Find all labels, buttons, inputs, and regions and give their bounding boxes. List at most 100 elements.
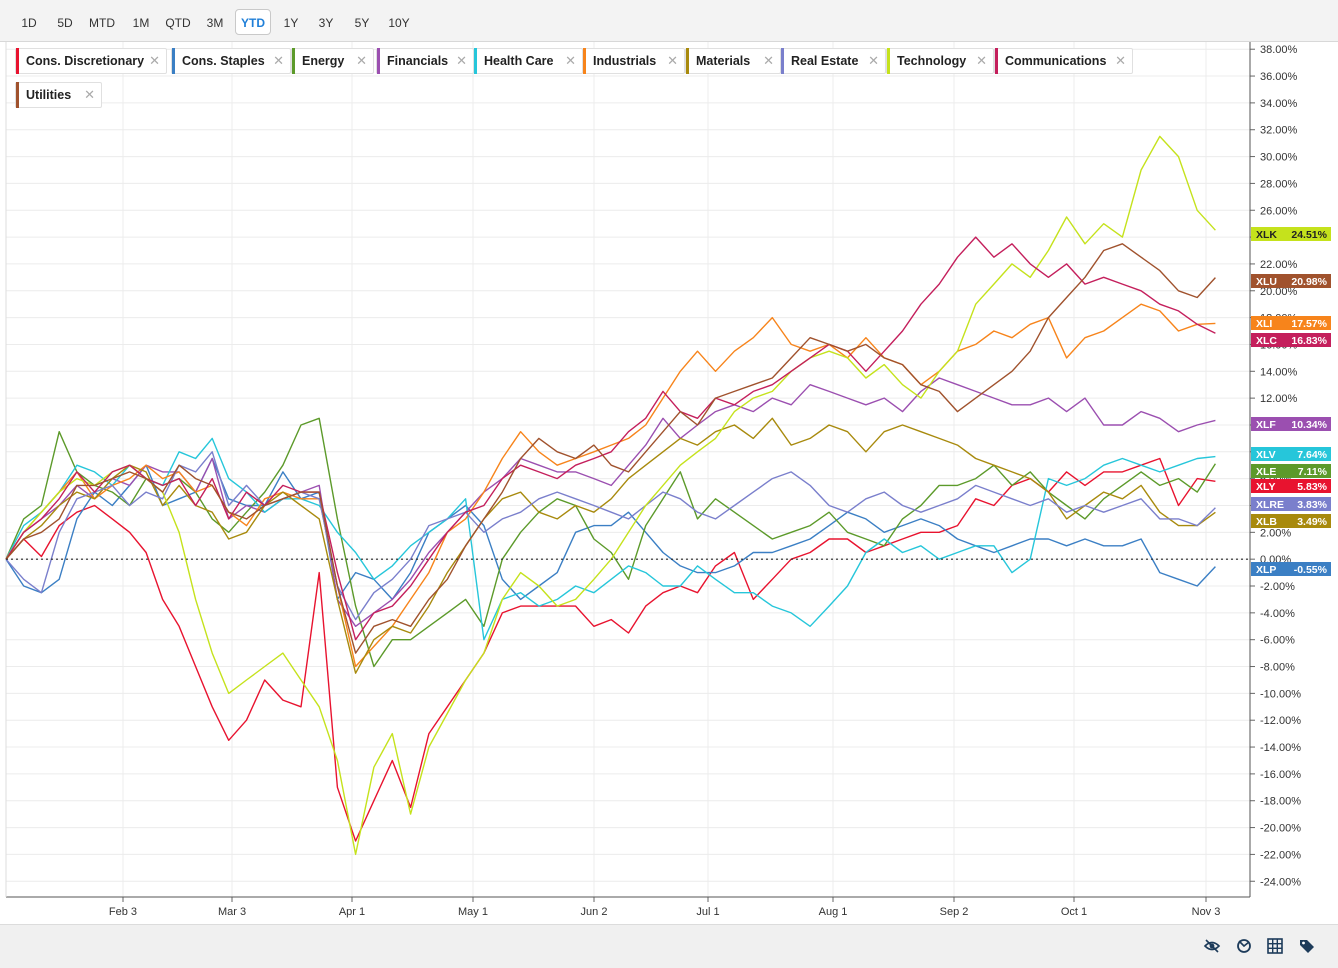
grid-toggle-icon[interactable]: [1266, 937, 1284, 955]
value-badge-xly: [1251, 479, 1331, 493]
y-tick-label: -4.00%: [1260, 608, 1295, 620]
y-tick-label: -6.00%: [1260, 635, 1295, 647]
range-toolbar: 1D 5D MTD 1M QTD 3M YTD 1Y 3Y 5Y 10Y: [0, 0, 1338, 42]
value-badge-value: 10.34%: [1291, 419, 1327, 431]
series-line-xly[interactable]: [5, 457, 1216, 842]
y-tick-label: -2.00%: [1260, 581, 1295, 593]
y-tick-label: 20.00%: [1260, 286, 1298, 298]
range-1y-button[interactable]: 1Y: [283, 16, 299, 30]
series-line-xlf[interactable]: [5, 377, 1216, 627]
value-badge-xlb: [1251, 514, 1331, 528]
legend-label: Financials: [387, 54, 449, 68]
range-qtd-button[interactable]: QTD: [165, 16, 191, 30]
y-tick-label: 12.00%: [1260, 393, 1298, 405]
legend-swatch: [887, 48, 890, 74]
x-tick-label: Jun 2: [581, 906, 608, 918]
value-badge-ticker: XLF: [1256, 419, 1276, 431]
x-tick-label: Sep 2: [940, 906, 969, 918]
value-badge-value: 16.83%: [1291, 335, 1327, 347]
value-badge-xlu: [1251, 274, 1331, 288]
y-tick-label: 34.00%: [1260, 98, 1298, 110]
series-line-xli[interactable]: [5, 303, 1216, 668]
remove-series-icon[interactable]: ✕: [456, 53, 467, 68]
legend-chip-communications[interactable]: Communications ✕: [994, 48, 1133, 74]
remove-series-icon[interactable]: ✕: [84, 87, 95, 102]
legend-chip-cons-discretionary[interactable]: Cons. Discretionary ✕: [15, 48, 167, 74]
legend-label: Materials: [696, 54, 751, 68]
range-ytd-button[interactable]: YTD: [235, 9, 271, 35]
value-badge-ticker: XLU: [1256, 276, 1277, 288]
value-badge-xli: [1251, 316, 1331, 330]
remove-series-icon[interactable]: ✕: [763, 53, 774, 68]
remove-series-icon[interactable]: ✕: [149, 53, 160, 68]
value-badge-xlv: [1251, 447, 1331, 461]
range-5y-button[interactable]: 5Y: [354, 16, 370, 30]
series-line-xlk[interactable]: [5, 135, 1216, 856]
range-5d-button[interactable]: 5D: [57, 16, 73, 30]
legend-chip-industrials[interactable]: Industrials ✕: [582, 48, 685, 74]
labels-toggle-icon[interactable]: [1298, 937, 1316, 955]
range-10y-button[interactable]: 10Y: [388, 16, 410, 30]
remove-series-icon[interactable]: ✕: [667, 53, 678, 68]
remove-series-icon[interactable]: ✕: [1115, 53, 1126, 68]
y-tick-label: -12.00%: [1260, 715, 1301, 727]
legend-chip-real-estate[interactable]: Real Estate ✕: [780, 48, 886, 74]
value-badge-xlf: [1251, 417, 1331, 431]
range-3m-button[interactable]: 3M: [206, 16, 224, 30]
reset-zoom-icon[interactable]: [1235, 937, 1253, 955]
legend-label: Technology: [897, 54, 967, 68]
remove-series-icon[interactable]: ✕: [868, 53, 879, 68]
sector-performance-chart[interactable]: 38.00% 36.00% 34.00% 32.00% 30.00% 28.00% 26.0…: [0, 42, 1338, 924]
legend-swatch: [474, 48, 477, 74]
y-tick-label: 2.00%: [1260, 527, 1291, 539]
legend-swatch: [781, 48, 784, 74]
value-badge-ticker: XLRE: [1256, 499, 1284, 511]
legend-swatch: [16, 82, 19, 108]
series-line-xle[interactable]: [5, 417, 1216, 668]
series-line-xlv[interactable]: [5, 437, 1216, 641]
y-tick-label: 36.00%: [1260, 71, 1298, 83]
y-tick-label: 22.00%: [1260, 259, 1298, 271]
remove-series-icon[interactable]: ✕: [356, 53, 367, 68]
value-badge-value: 24.51%: [1291, 229, 1327, 241]
range-1m-button[interactable]: 1M: [132, 16, 150, 30]
series-line-xlb[interactable]: [5, 417, 1216, 674]
legend-label: Cons. Staples: [182, 54, 265, 68]
x-tick-label: Mar 3: [218, 906, 246, 918]
range-3y-button[interactable]: 3Y: [318, 16, 334, 30]
y-tick-label: -22.00%: [1260, 849, 1301, 861]
x-tick-label: Apr 1: [339, 906, 365, 918]
x-tick-label: Feb 3: [109, 906, 137, 918]
value-badge-value: 7.11%: [1298, 466, 1328, 478]
legend-chip-financials[interactable]: Financials ✕: [376, 48, 474, 74]
value-badge-ticker: XLB: [1256, 516, 1277, 528]
hide-crosshair-icon[interactable]: [1203, 937, 1221, 955]
legend-chip-health-care[interactable]: Health Care ✕: [473, 48, 583, 74]
range-1d-button[interactable]: 1D: [21, 16, 37, 30]
legend-chip-energy[interactable]: Energy ✕: [291, 48, 374, 74]
y-tick-label: -18.00%: [1260, 796, 1301, 808]
remove-series-icon[interactable]: ✕: [976, 53, 987, 68]
range-mtd-button[interactable]: MTD: [89, 16, 115, 30]
legend-chip-utilities[interactable]: Utilities ✕: [15, 82, 102, 108]
x-tick-label: Nov 3: [1192, 906, 1221, 918]
value-badge-xlre: [1251, 497, 1331, 511]
value-badge-value: -0.55%: [1294, 564, 1328, 576]
legend-chip-materials[interactable]: Materials ✕: [685, 48, 781, 74]
legend-chip-technology[interactable]: Technology ✕: [886, 48, 994, 74]
legend-swatch: [16, 48, 19, 74]
plot-area: [6, 42, 1250, 897]
legend-swatch: [995, 48, 998, 74]
series-line-xlu[interactable]: [5, 243, 1216, 654]
legend-chip-cons-staples[interactable]: Cons. Staples ✕: [171, 48, 291, 74]
y-tick-label: -16.00%: [1260, 769, 1301, 781]
y-tick-label: -8.00%: [1260, 662, 1295, 674]
value-badge-ticker: XLV: [1256, 449, 1276, 461]
legend-swatch: [686, 48, 689, 74]
remove-series-icon[interactable]: ✕: [565, 53, 576, 68]
x-tick-label: Jul 1: [696, 906, 719, 918]
remove-series-icon[interactable]: ✕: [273, 53, 284, 68]
value-badge-value: 7.64%: [1297, 449, 1327, 461]
y-tick-label: 28.00%: [1260, 178, 1298, 190]
series-line-xlre[interactable]: [5, 451, 1216, 621]
